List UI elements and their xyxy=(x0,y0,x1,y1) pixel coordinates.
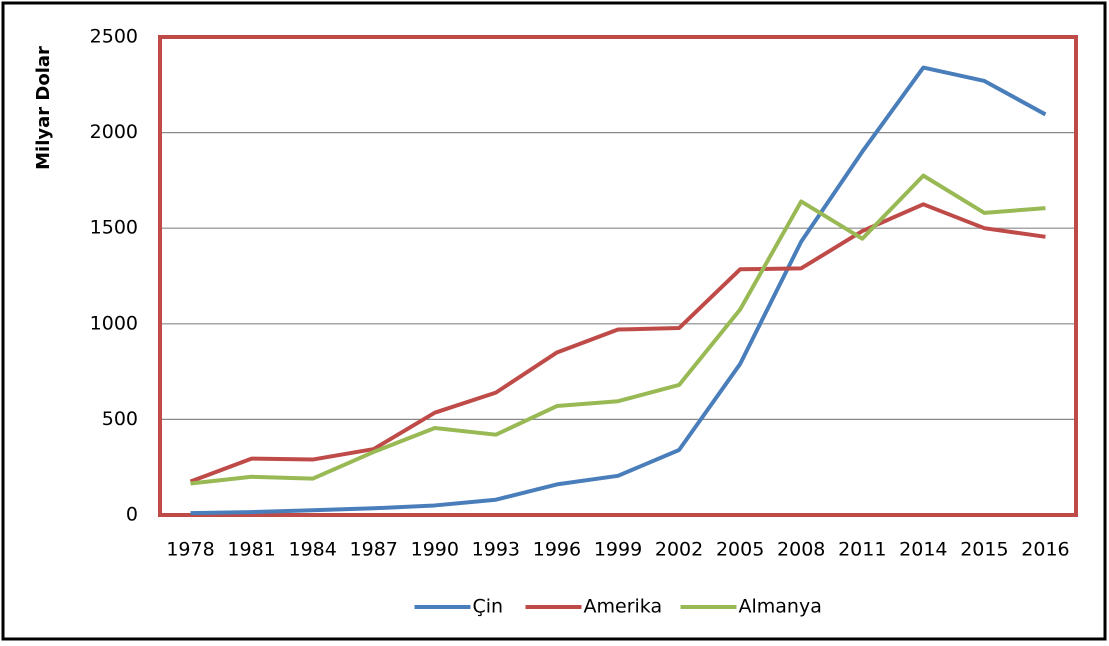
x-tick-label: 2014 xyxy=(899,539,947,561)
y-tick-label: 500 xyxy=(102,408,138,430)
x-tick-label: 1981 xyxy=(227,539,275,561)
x-tick-label: 2008 xyxy=(777,539,825,561)
x-tick-label: 2005 xyxy=(716,539,764,561)
series-line xyxy=(190,65,1047,516)
legend-label: Almanya xyxy=(739,596,822,618)
y-axis-label: Milyar Dolar xyxy=(33,46,54,170)
x-tick-label: 2002 xyxy=(655,539,703,561)
plot-frame xyxy=(158,35,1078,517)
x-tick-label: 1987 xyxy=(350,539,398,561)
x-tick-label: 1993 xyxy=(472,539,520,561)
x-tick-label: 1999 xyxy=(594,539,642,561)
x-tick-label: 1984 xyxy=(288,539,336,561)
series-line xyxy=(190,173,1046,486)
x-tick-label: 2011 xyxy=(838,539,886,561)
legend-label: Amerika xyxy=(584,596,663,618)
x-tick-label: 2016 xyxy=(1021,539,1069,561)
legend-label: Çin xyxy=(473,596,504,618)
y-tick-label: 2000 xyxy=(90,121,138,143)
x-tick-label: 1996 xyxy=(533,539,581,561)
x-tick-label: 1990 xyxy=(411,539,459,561)
y-tick-label: 1000 xyxy=(90,312,138,334)
y-tick-label: 1500 xyxy=(90,217,138,239)
x-tick-label: 1978 xyxy=(166,539,214,561)
series-line xyxy=(189,202,1046,484)
y-tick-label: 0 xyxy=(126,504,138,526)
y-tick-label: 2500 xyxy=(90,26,138,48)
x-tick-label: 2015 xyxy=(960,539,1008,561)
